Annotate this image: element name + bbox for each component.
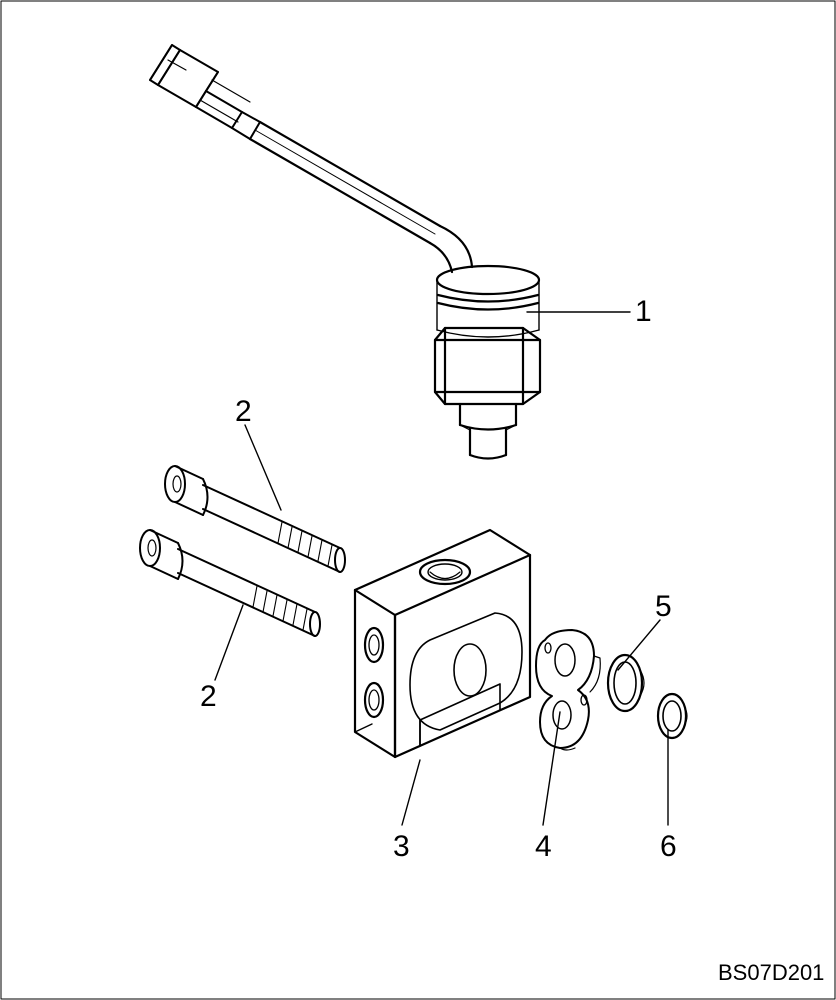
part-6-oring-small [658, 694, 687, 738]
part-4-gasket [536, 630, 600, 750]
callout-1: 1 [635, 295, 652, 329]
document-id: BS07D201 [718, 960, 824, 986]
part-3-block [355, 530, 530, 757]
callout-5: 5 [655, 590, 672, 624]
callout-6: 6 [660, 830, 677, 864]
callout-2b: 2 [200, 680, 217, 714]
callout-3: 3 [393, 830, 410, 864]
callout-4: 4 [535, 830, 552, 864]
part-5-oring-large [608, 655, 644, 711]
parts-diagram-svg [0, 0, 836, 1000]
part-1-sensor [150, 42, 540, 459]
leader-lines [215, 312, 668, 825]
callout-2a: 2 [235, 395, 252, 429]
frame [1, 1, 835, 999]
part-2-bolts [140, 466, 345, 636]
diagram-container: 1 2 2 3 4 5 6 BS07D201 [0, 0, 836, 1000]
